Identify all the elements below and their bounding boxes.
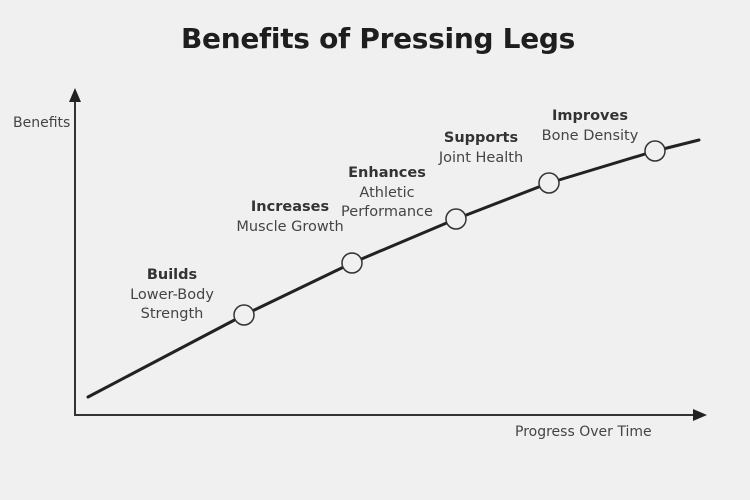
chart-title: Benefits of Pressing Legs [180,22,576,55]
x-axis-label: Progress Over Time [515,424,652,440]
milestone-marker [445,208,467,230]
milestone-label-improves: Improves Bone Density [535,107,645,146]
milestone-text: Lower-Body [130,286,214,303]
milestone-label-increases: Increases Muscle Growth [225,198,355,237]
milestone-text: Joint Health [438,149,524,166]
milestone-heading: Increases [250,199,330,215]
milestone-marker [644,140,666,162]
milestone-text: Strength [140,306,204,322]
milestone-text: Athletic [359,184,415,201]
milestone-text: Performance [341,204,433,220]
milestone-heading: Enhances [348,165,426,181]
milestone-label-builds: Builds Lower-Body Strength [112,266,232,325]
milestone-heading: Builds [146,267,198,283]
milestone-heading: Supports [443,130,519,146]
milestone-text: Bone Density [541,127,639,144]
milestone-label-supports: Supports Joint Health [426,129,536,168]
milestone-text: Muscle Growth [236,218,344,235]
milestone-heading: Improves [552,108,628,124]
milestone-marker [233,304,255,326]
milestone-marker [341,252,363,274]
milestone-marker [538,172,560,194]
x-axis-arrow-icon [693,409,707,421]
y-axis-label: Benefits [13,115,71,131]
y-axis-arrow-icon [69,88,81,102]
milestone-label-enhances: Enhances Athletic Performance [332,164,442,223]
